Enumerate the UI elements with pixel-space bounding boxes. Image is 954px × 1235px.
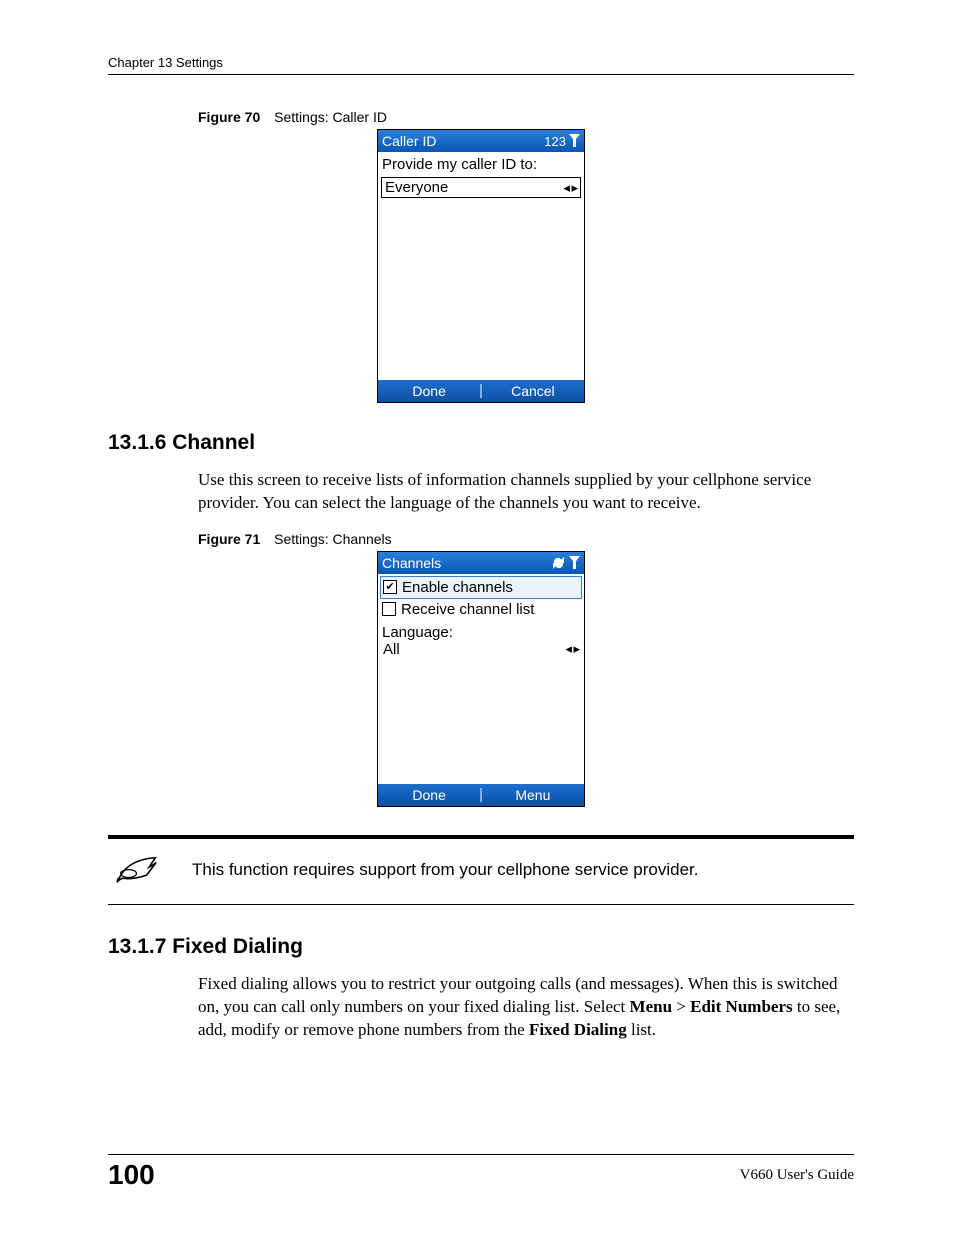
receive-channel-list-row[interactable]: Receive channel list: [380, 599, 582, 620]
edit-numbers-bold: Edit Numbers: [690, 997, 792, 1016]
softkey-menu[interactable]: Menu: [482, 787, 584, 803]
checkbox-checked-icon: ✔: [383, 580, 397, 594]
language-label: Language:: [380, 620, 582, 641]
select-arrows-icon: ◂ ▸: [565, 641, 579, 657]
note-rule-top: [108, 835, 854, 839]
language-select[interactable]: All ◂ ▸: [380, 641, 582, 658]
phone-title: Caller ID: [382, 133, 436, 149]
phone-screenshot-channels: Channels ✔ Enable channels Receive chann…: [377, 551, 585, 807]
phone-body: ✔ Enable channels Receive channel list L…: [378, 574, 584, 784]
figure70-num: Figure 70: [198, 109, 260, 125]
heading-1317: 13.1.7 Fixed Dialing: [108, 935, 854, 959]
guide-name: V660 User's Guide: [740, 1167, 854, 1184]
enable-channels-label: Enable channels: [402, 579, 513, 596]
figure71-title: Settings: Channels: [274, 531, 392, 547]
phone-header: Channels: [378, 552, 584, 574]
note-pencil-icon: [114, 853, 162, 888]
softkey-done[interactable]: Done: [378, 383, 480, 399]
para-1316: Use this screen to receive lists of info…: [198, 469, 854, 515]
figure70-caption: Figure 70 Settings: Caller ID: [198, 109, 854, 125]
softkey-done[interactable]: Done: [378, 787, 480, 803]
footer-rule: [108, 1154, 854, 1155]
signal-icon: [569, 134, 580, 148]
note-block: This function requires support from your…: [108, 835, 854, 905]
phone-status-icons: [551, 556, 580, 570]
page-number: 100: [108, 1159, 155, 1191]
page-footer: 100 V660 User's Guide: [108, 1154, 854, 1191]
receive-channel-list-label: Receive channel list: [401, 601, 534, 618]
phone-title: Channels: [382, 555, 441, 571]
select-arrows-icon: ◂ ▸: [563, 180, 577, 196]
callerid-label: Provide my caller ID to:: [380, 154, 582, 177]
phone-status-icons: 123: [544, 134, 580, 149]
figure70-title: Settings: Caller ID: [274, 109, 387, 125]
language-value: All: [383, 641, 400, 658]
signal-icon: [569, 556, 580, 570]
input-mode-badge: 123: [544, 134, 566, 149]
figure71-num: Figure 71: [198, 531, 260, 547]
note-rule-bottom: [108, 904, 854, 905]
running-head: Chapter 13 Settings: [108, 55, 854, 70]
para-1317-gt1: >: [672, 997, 690, 1016]
para-1317-tail: list.: [627, 1020, 656, 1039]
menu-bold: Menu: [630, 997, 673, 1016]
phone-softkeys: Done Cancel: [378, 380, 584, 402]
header-rule: [108, 74, 854, 75]
sync-icon: [551, 557, 566, 569]
note-text: This function requires support from your…: [192, 860, 698, 880]
heading-1316: 13.1.6 Channel: [108, 431, 854, 455]
fixed-dialing-bold: Fixed Dialing: [529, 1020, 627, 1039]
phone-screenshot-callerid: Caller ID 123 Provide my caller ID to: E…: [377, 129, 585, 403]
phone-body: Provide my caller ID to: Everyone ◂ ▸: [378, 152, 584, 380]
phone-header: Caller ID 123: [378, 130, 584, 152]
callerid-value: Everyone: [385, 179, 448, 196]
callerid-select[interactable]: Everyone ◂ ▸: [381, 177, 581, 198]
checkbox-unchecked-icon: [382, 602, 396, 616]
figure71-caption: Figure 71 Settings: Channels: [198, 531, 854, 547]
enable-channels-row[interactable]: ✔ Enable channels: [380, 576, 582, 599]
phone-softkeys: Done Menu: [378, 784, 584, 806]
softkey-cancel[interactable]: Cancel: [482, 383, 584, 399]
para-1317: Fixed dialing allows you to restrict you…: [198, 973, 854, 1042]
